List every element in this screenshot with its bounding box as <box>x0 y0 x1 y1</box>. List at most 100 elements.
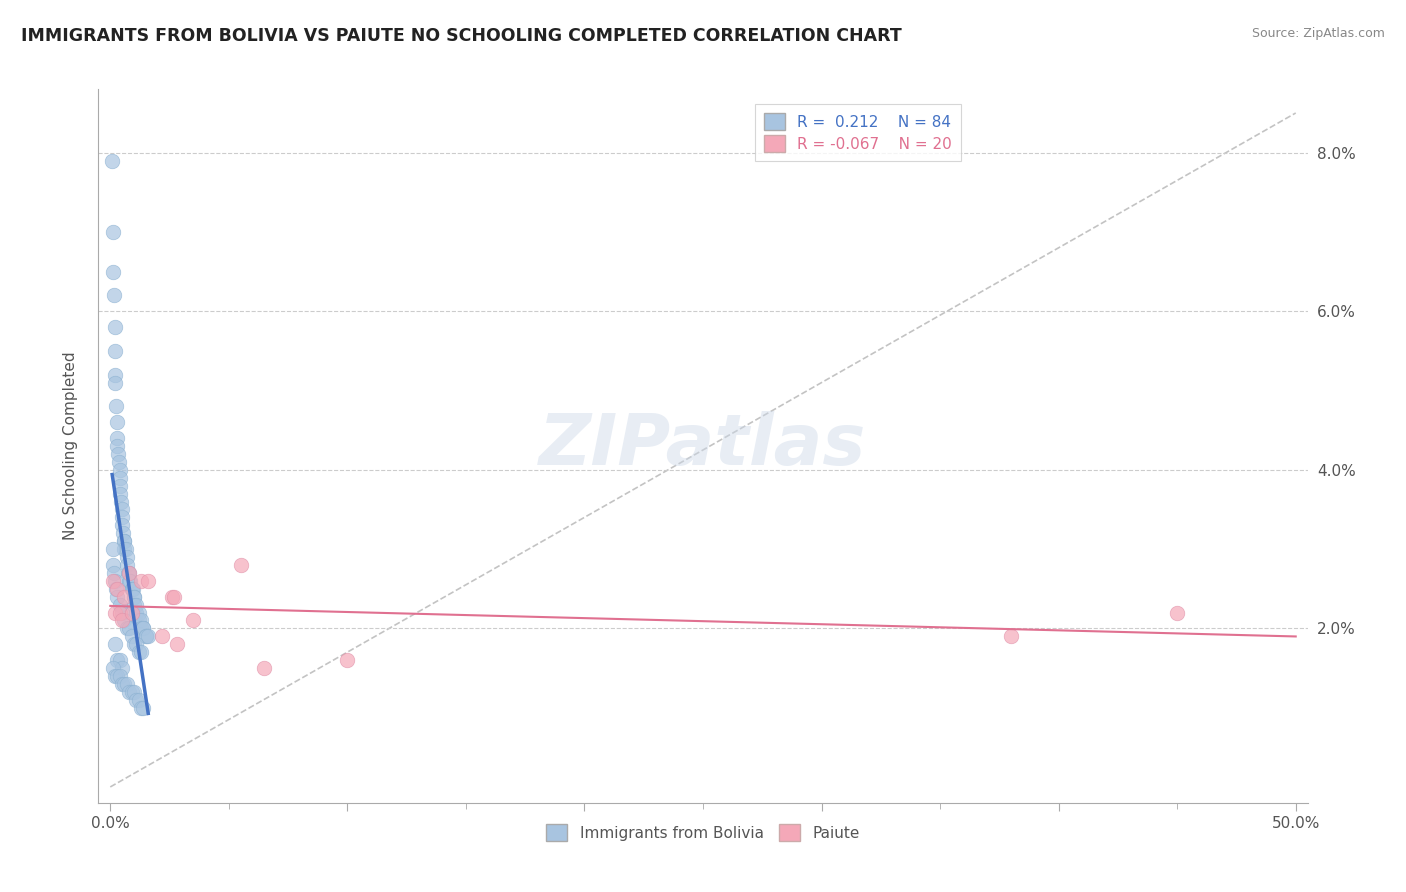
Point <box>114 614 136 628</box>
Point <box>108 478 131 492</box>
Point <box>121 582 143 596</box>
Point <box>111 677 134 691</box>
Point <box>122 590 145 604</box>
Text: Source: ZipAtlas.com: Source: ZipAtlas.com <box>1251 27 1385 40</box>
Text: ZIPatlas: ZIPatlas <box>540 411 866 481</box>
Legend: Immigrants from Bolivia, Paiute: Immigrants from Bolivia, Paiute <box>538 817 868 848</box>
Point <box>111 606 134 620</box>
Point <box>108 653 131 667</box>
Point <box>108 669 131 683</box>
Point <box>105 415 128 429</box>
Point <box>118 621 141 635</box>
Point <box>129 700 152 714</box>
Point <box>229 558 252 572</box>
Point <box>105 431 128 445</box>
Point <box>104 343 127 358</box>
Point <box>105 400 128 414</box>
Point <box>108 598 131 612</box>
Point <box>101 661 124 675</box>
Point <box>104 606 127 620</box>
Point <box>101 574 124 588</box>
Point <box>104 574 127 588</box>
Point <box>104 376 127 390</box>
Point <box>125 637 148 651</box>
Point <box>136 574 159 588</box>
Point <box>101 225 124 239</box>
Point <box>121 582 143 596</box>
Point <box>111 614 134 628</box>
Point <box>115 677 138 691</box>
Point <box>117 566 139 580</box>
Point <box>132 621 155 635</box>
Point <box>118 685 141 699</box>
Point <box>111 661 134 675</box>
Point <box>105 590 128 604</box>
Point <box>122 590 145 604</box>
Point <box>129 574 152 588</box>
Point <box>181 614 204 628</box>
Point <box>111 502 134 516</box>
Point <box>121 582 143 596</box>
Point <box>1000 629 1022 643</box>
Point <box>108 471 131 485</box>
Point <box>115 558 138 572</box>
Point <box>122 637 145 651</box>
Y-axis label: No Schooling Completed: No Schooling Completed <box>63 351 77 541</box>
Point <box>128 645 150 659</box>
Point <box>160 590 183 604</box>
Point <box>115 549 138 564</box>
Point <box>103 288 125 302</box>
Point <box>101 153 124 168</box>
Point <box>122 598 145 612</box>
Point <box>125 692 148 706</box>
Point <box>128 606 150 620</box>
Point <box>115 621 138 635</box>
Point <box>125 598 148 612</box>
Point <box>104 637 127 651</box>
Point <box>114 542 136 557</box>
Point <box>101 558 124 572</box>
Point <box>105 439 128 453</box>
Point <box>128 614 150 628</box>
Point <box>120 574 142 588</box>
Point <box>129 645 152 659</box>
Point <box>105 669 128 683</box>
Point <box>166 637 188 651</box>
Point <box>114 534 136 549</box>
Point <box>107 447 129 461</box>
Point <box>101 542 124 557</box>
Point <box>121 629 143 643</box>
Point <box>110 486 132 500</box>
Point <box>135 629 157 643</box>
Point <box>132 621 155 635</box>
Point <box>105 582 128 596</box>
Point <box>253 661 276 675</box>
Point <box>105 582 128 596</box>
Point <box>129 614 152 628</box>
Point <box>114 534 136 549</box>
Point <box>114 590 136 604</box>
Point <box>336 653 359 667</box>
Point <box>108 606 131 620</box>
Point <box>121 685 143 699</box>
Point <box>121 606 143 620</box>
Point <box>112 526 135 541</box>
Point <box>1166 606 1188 620</box>
Point <box>107 455 129 469</box>
Point <box>105 653 128 667</box>
Point <box>103 320 125 334</box>
Point <box>108 463 131 477</box>
Point <box>101 264 124 278</box>
Point <box>125 606 148 620</box>
Point <box>118 566 141 580</box>
Point <box>132 700 155 714</box>
Text: IMMIGRANTS FROM BOLIVIA VS PAIUTE NO SCHOOLING COMPLETED CORRELATION CHART: IMMIGRANTS FROM BOLIVIA VS PAIUTE NO SCH… <box>21 27 901 45</box>
Point <box>111 510 134 524</box>
Point <box>118 574 141 588</box>
Point <box>152 629 174 643</box>
Point <box>118 566 141 580</box>
Point <box>111 518 134 533</box>
Point <box>114 542 136 557</box>
Point <box>136 629 159 643</box>
Point <box>122 685 145 699</box>
